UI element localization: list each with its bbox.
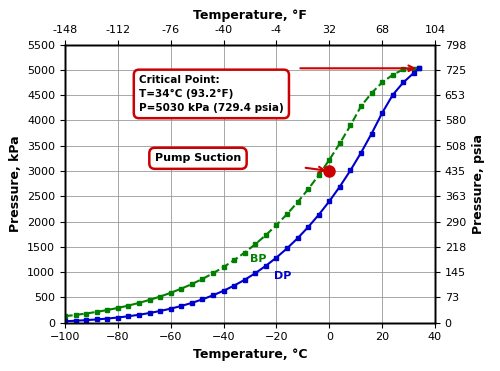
X-axis label: Temperature, °F: Temperature, °F xyxy=(193,9,307,22)
Text: Critical Point:
T=34°C (93.2°F)
P=5030 kPa (729.4 psia): Critical Point: T=34°C (93.2°F) P=5030 k… xyxy=(139,75,284,113)
Y-axis label: Pressure, kPa: Pressure, kPa xyxy=(8,135,22,232)
X-axis label: Temperature, °C: Temperature, °C xyxy=(193,348,307,361)
Text: DP: DP xyxy=(274,271,291,281)
Text: BP: BP xyxy=(250,254,266,264)
Y-axis label: Pressure, psia: Pressure, psia xyxy=(472,134,484,234)
Text: Pump Suction: Pump Suction xyxy=(155,153,241,163)
